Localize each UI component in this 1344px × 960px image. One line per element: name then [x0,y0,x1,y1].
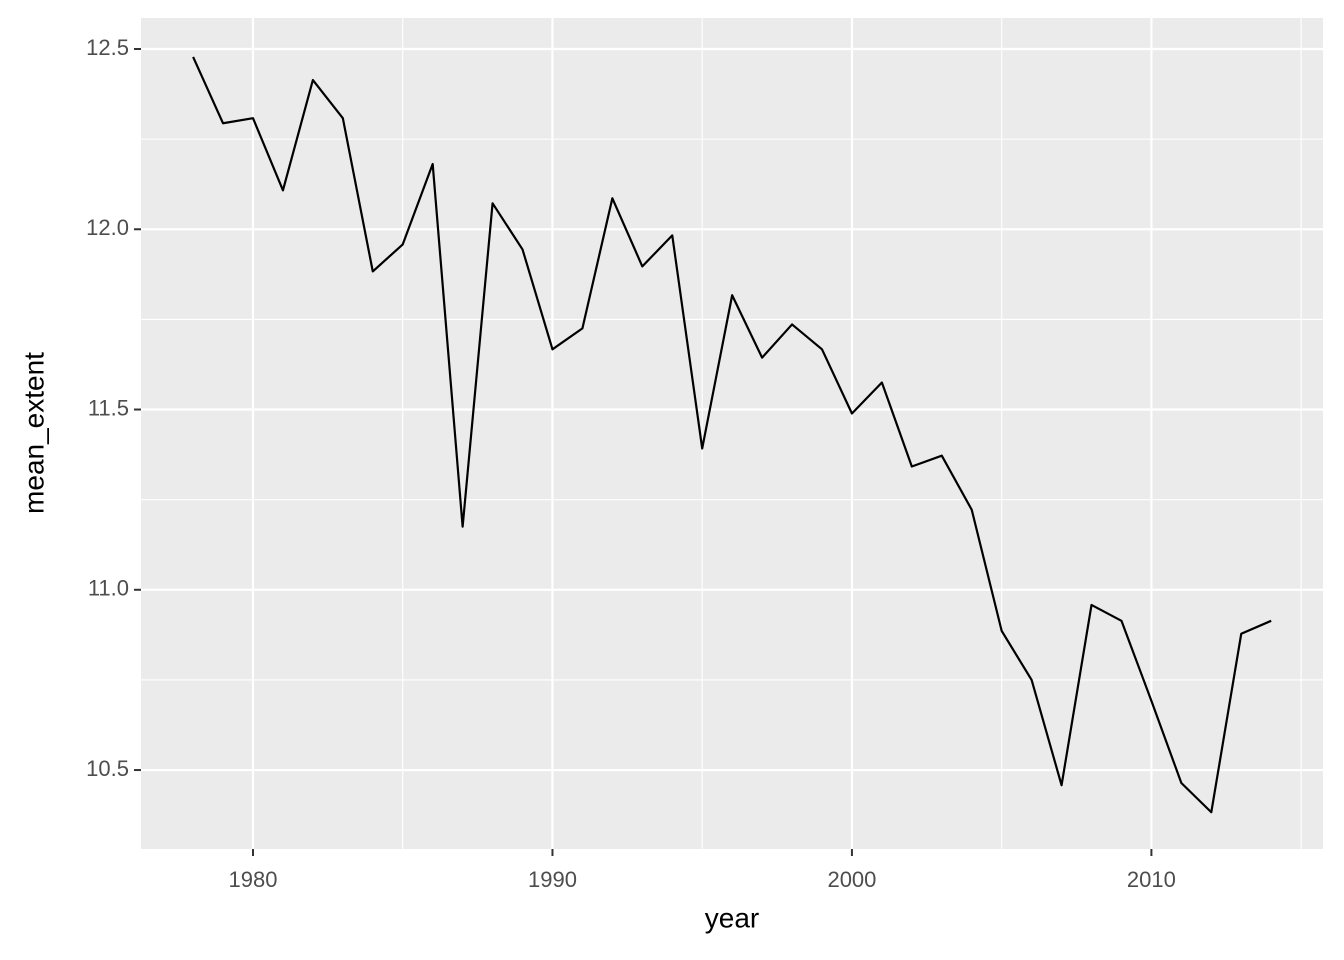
y-tick-label: 11.5 [88,395,129,420]
x-tick-label: 1980 [229,867,278,892]
line [192,56,1272,814]
y-axis-title: mean_extent [18,352,49,514]
x-axis-title: year [705,902,759,933]
x-tick-label: 2000 [827,867,876,892]
y-tick-label: 12.0 [86,215,129,240]
y-tick-label: 10.5 [86,756,129,781]
y-tick-label: 12.5 [86,35,129,60]
x-tick-label: 1990 [528,867,577,892]
y-tick-label: 11.0 [88,576,129,601]
x-tick-label: 2010 [1127,867,1176,892]
panel [141,18,1323,849]
